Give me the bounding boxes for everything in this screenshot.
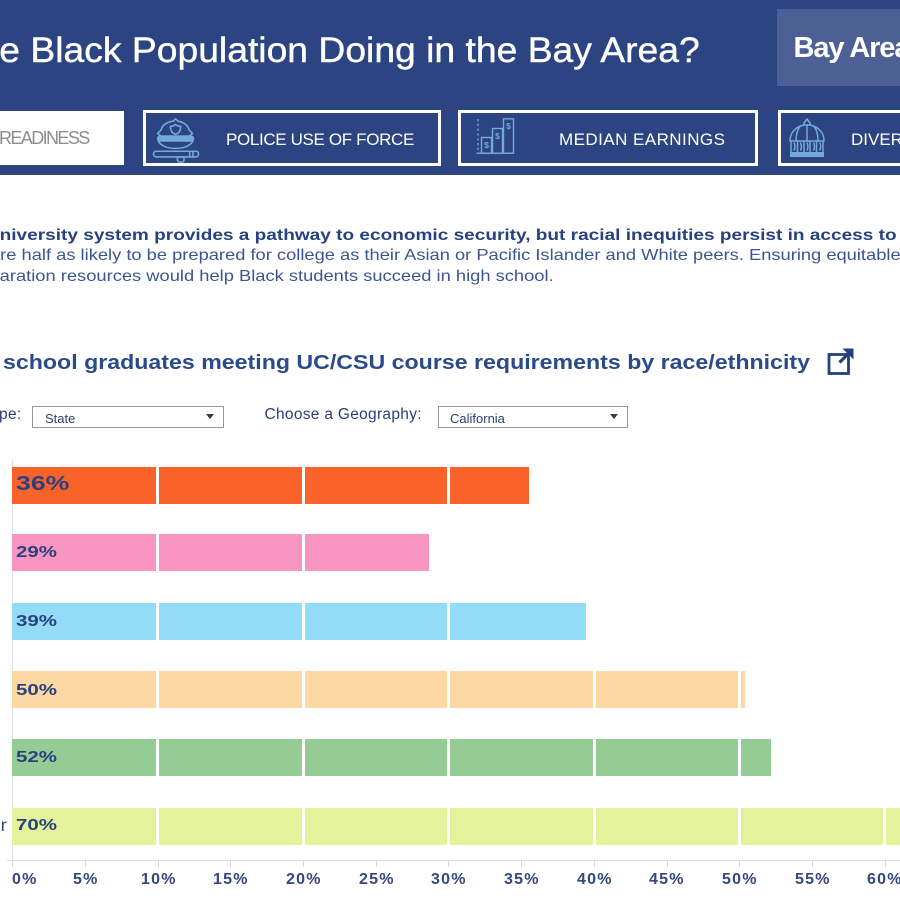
svg-text:$: $	[495, 131, 500, 141]
svg-text:$: $	[506, 121, 511, 131]
svg-text:$: $	[484, 140, 489, 150]
